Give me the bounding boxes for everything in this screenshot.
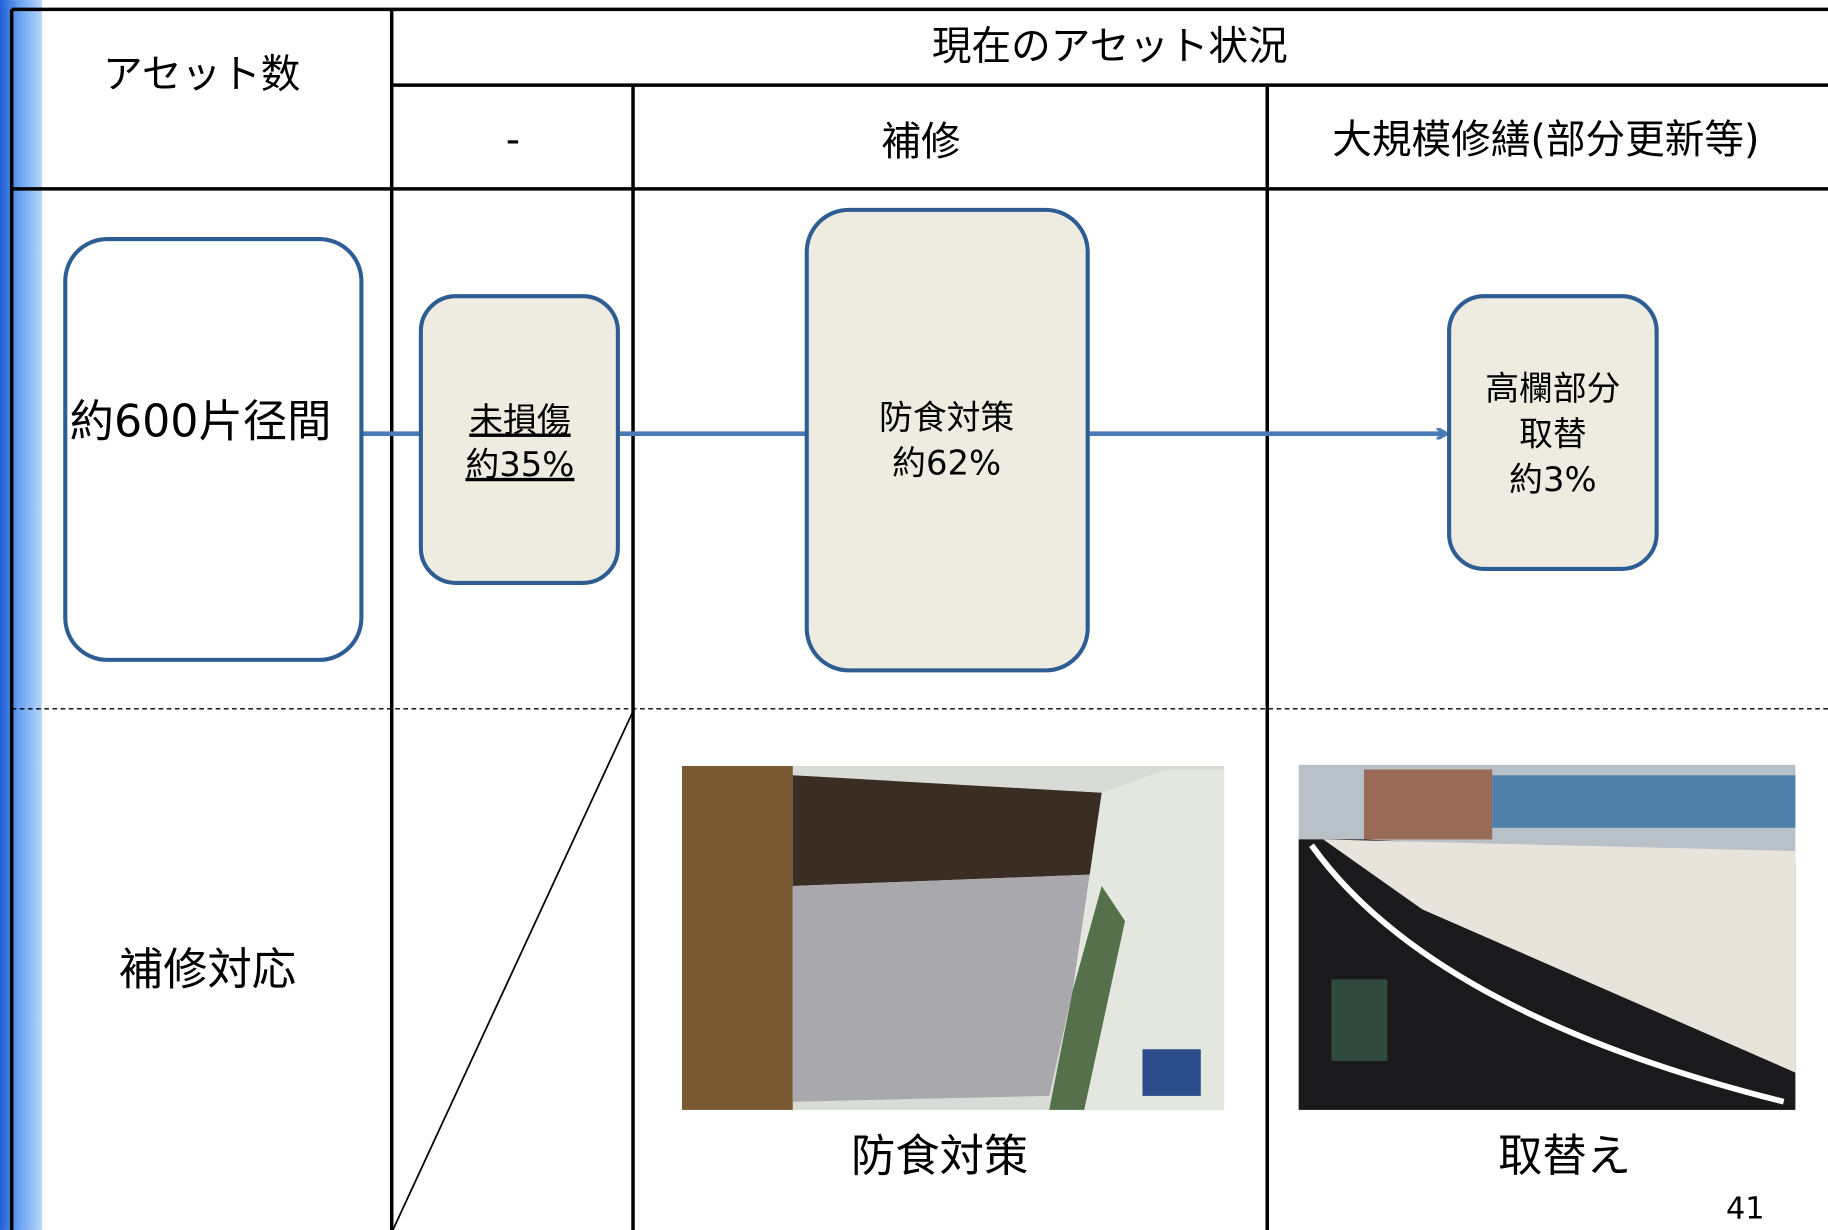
photo-railing	[1298, 764, 1796, 1110]
photo-corrosion	[682, 765, 1225, 1110]
node-line: 約62%	[892, 444, 1001, 483]
column-header: 補修	[881, 119, 960, 165]
flow-node	[1447, 294, 1659, 571]
node-line: 防食対策	[879, 398, 1014, 437]
total-box	[63, 236, 364, 662]
table-grid	[9, 7, 1828, 1230]
node-line: 約3%	[1509, 460, 1596, 499]
header-cell: 現在のアセット状況	[932, 23, 1288, 69]
side-stripe	[0, 0, 42, 1230]
photo-caption: 取替え	[1498, 1131, 1631, 1182]
row-label: 補修対応	[119, 944, 296, 995]
column-header: 大規模修繕(部分更新等)	[1332, 117, 1759, 163]
total-label: 約600片径間	[70, 396, 332, 447]
page-number: 41	[1726, 1192, 1765, 1227]
flow-node	[804, 207, 1090, 673]
header-cell: アセット数	[103, 51, 300, 97]
column-header: -	[506, 117, 520, 163]
node-line: 高欄部分	[1485, 369, 1620, 408]
photo-caption: 防食対策	[851, 1131, 1028, 1182]
node-line: 取替	[1519, 415, 1587, 454]
node-line: 未損傷	[469, 401, 570, 440]
node-line: 約35%	[465, 445, 574, 484]
flow-node	[418, 294, 620, 585]
